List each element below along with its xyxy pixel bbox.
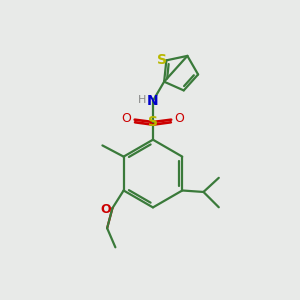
Text: O: O xyxy=(122,112,131,125)
Text: N: N xyxy=(147,94,159,108)
Text: O: O xyxy=(175,112,184,125)
Text: O: O xyxy=(100,202,111,215)
Text: S: S xyxy=(148,115,158,129)
Text: S: S xyxy=(157,53,167,67)
Text: H: H xyxy=(138,95,146,105)
